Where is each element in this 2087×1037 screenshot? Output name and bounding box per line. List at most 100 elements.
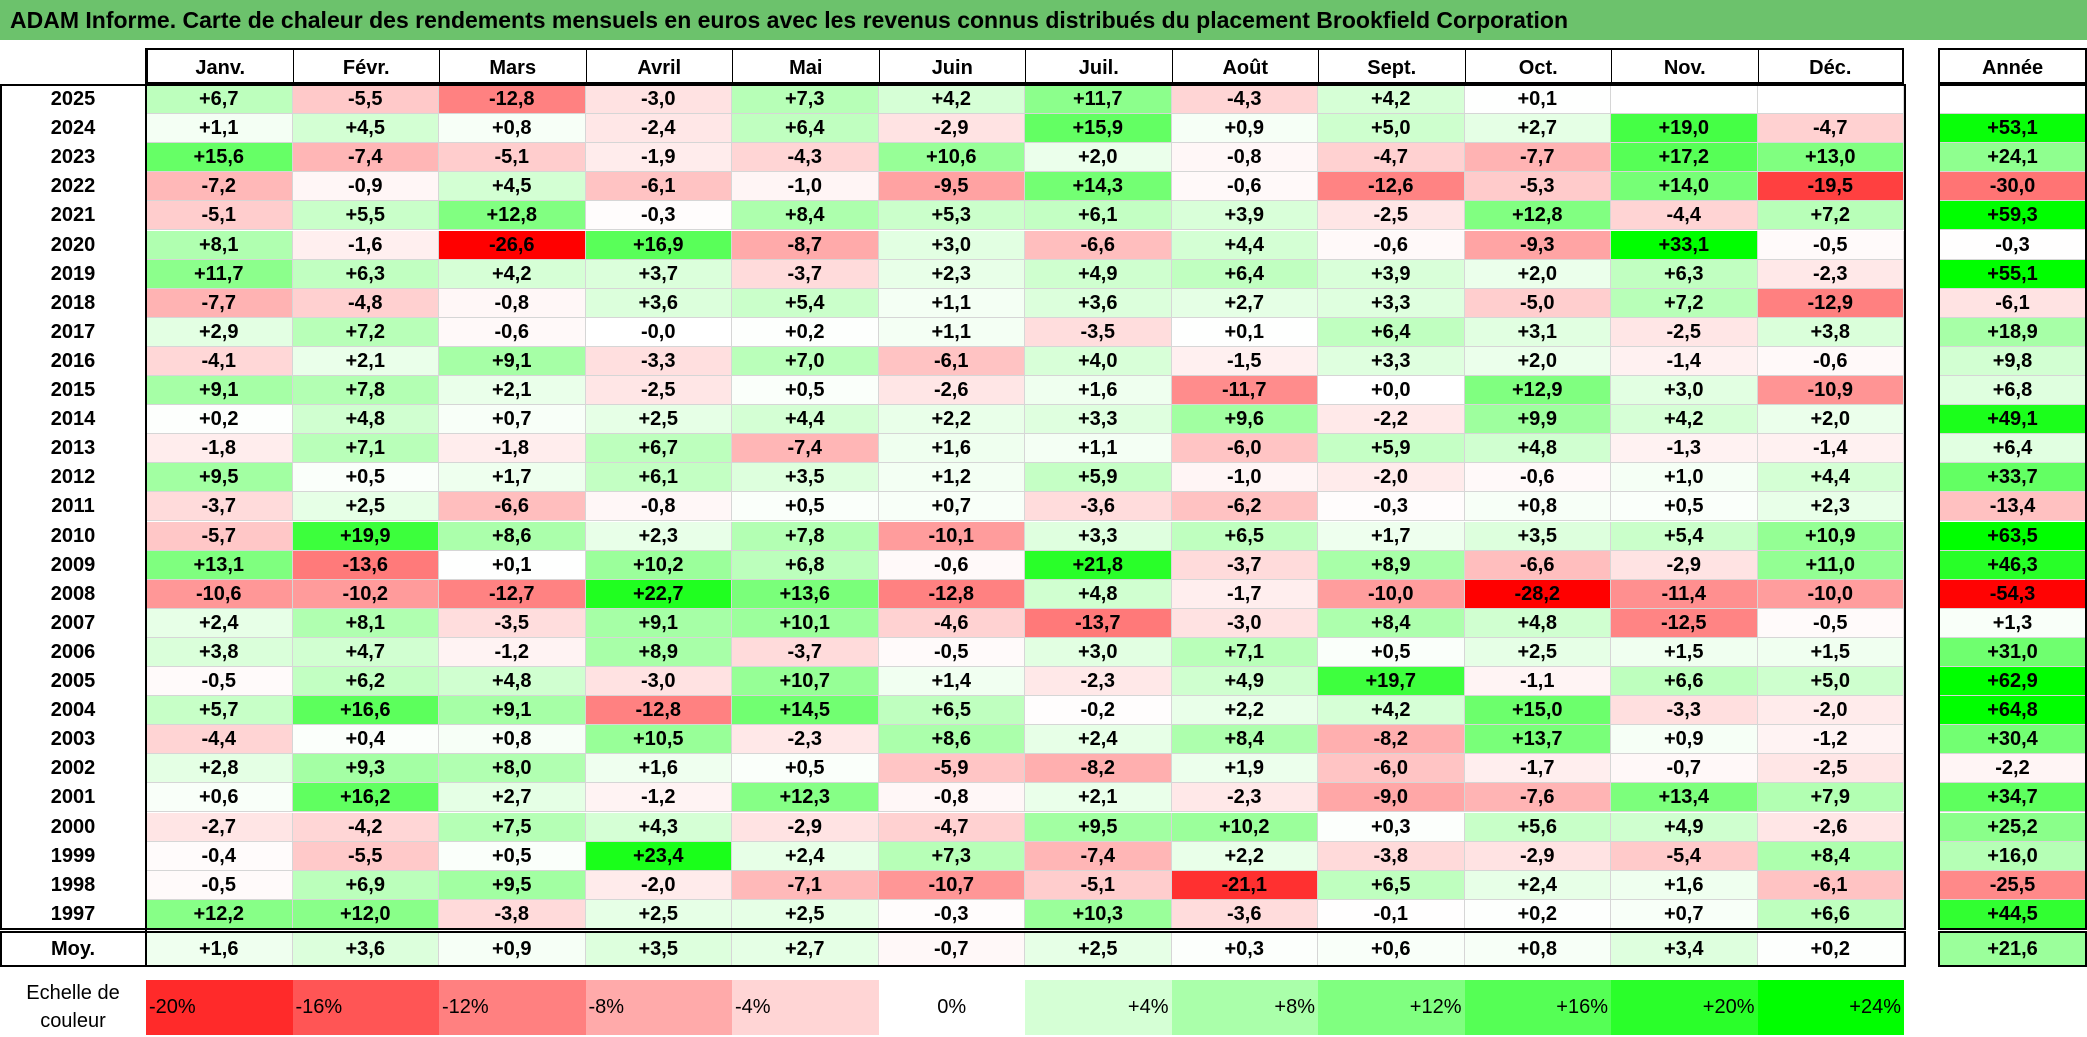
heatmap-cell: +4,4	[732, 405, 879, 435]
heatmap-cell: +16,2	[292, 783, 439, 813]
annual-cell: +53,1	[1938, 114, 2087, 144]
heatmap-cell: -4,1	[146, 346, 293, 376]
heatmap-cell: -10,0	[1318, 579, 1465, 609]
annual-cell: +62,9	[1938, 667, 2087, 697]
heatmap-cell: -12,5	[1611, 608, 1758, 638]
heatmap-cell: -4,3	[1171, 85, 1318, 115]
heatmap-cell: -4,8	[292, 288, 439, 318]
heatmap-cell: +1,6	[878, 434, 1025, 464]
row-year-label: 2015	[50, 379, 96, 401]
heatmap-cell: +1,1	[146, 114, 293, 144]
heatmap-cell: -3,7	[732, 637, 879, 667]
heatmap-cell: -3,6	[1025, 492, 1172, 522]
annual-cell: +24,1	[1938, 143, 2087, 173]
heatmap-cell: +3,5	[1464, 521, 1611, 551]
heatmap-cell: +6,8	[732, 550, 879, 580]
row-year-label: 2004	[50, 699, 96, 722]
heatmap-cell: -6,2	[1171, 492, 1318, 522]
heatmap-cell: -1,0	[732, 172, 879, 202]
heatmap-cell: +23,4	[585, 841, 732, 871]
heatmap-cell: -13,6	[292, 550, 439, 580]
heatmap-cell: -7,4	[732, 434, 879, 464]
heatmap-cell: -1,1	[1464, 667, 1611, 697]
row-year-label: 2025	[50, 88, 96, 110]
heatmap-cell: +0,7	[878, 492, 1025, 522]
heatmap-cell: -10,1	[878, 521, 1025, 551]
heatmap-cell: -2,5	[1757, 754, 1904, 784]
heatmap-cell: +2,5	[585, 899, 732, 929]
heatmap-cell: +8,4	[1318, 608, 1465, 638]
annual-cell: +31,0	[1938, 637, 2087, 667]
average-cell: +0,9	[439, 931, 586, 966]
heatmap-cell: -4,2	[292, 812, 439, 842]
heatmap-cell: -0,5	[146, 870, 293, 900]
annual-cell: +63,5	[1938, 521, 2087, 551]
heatmap-cell: -5,3	[1464, 172, 1611, 202]
average-cell: +0,8	[1464, 931, 1611, 966]
heatmap-cell: +6,5	[1318, 870, 1465, 900]
row-year-label: 2021	[50, 204, 96, 227]
heatmap-cell: -8,7	[732, 230, 879, 260]
heatmap-cell: +2,7	[1171, 288, 1318, 318]
column-header: Juin	[878, 48, 1025, 84]
heatmap-cell: -0,4	[146, 841, 293, 871]
heatmap-cell: -10,9	[1757, 376, 1904, 406]
heatmap-cell: +12,2	[146, 899, 293, 929]
scale-swatch: -20%	[146, 980, 293, 1035]
average-cell: +0,3	[1171, 931, 1318, 966]
heatmap-cell: -1,0	[1171, 463, 1318, 493]
heatmap-cell: -7,6	[1464, 783, 1611, 813]
heatmap-cell: -2,4	[585, 114, 732, 144]
average-cell: +2,5	[1025, 931, 1172, 966]
heatmap-cell: -8,2	[1318, 725, 1465, 755]
heatmap-cell: -0,6	[1757, 346, 1904, 376]
heatmap-cell: -0,8	[585, 492, 732, 522]
heatmap-cell: -1,4	[1611, 346, 1758, 376]
heatmap-cell: +7,2	[1757, 201, 1904, 231]
heatmap-cell: +6,5	[878, 696, 1025, 726]
heatmap-cell: -7,1	[732, 870, 879, 900]
heatmap-cell: -5,5	[292, 841, 439, 871]
heatmap-cell: +7,9	[1757, 783, 1904, 813]
heatmap-cell: +6,2	[292, 667, 439, 697]
heatmap-cell: +3,0	[1611, 376, 1758, 406]
average-cell: +1,6	[146, 931, 293, 966]
column-header: Déc.	[1757, 48, 1904, 84]
heatmap-cell: -19,5	[1757, 172, 1904, 202]
scale-swatch: -4%	[732, 980, 879, 1035]
annual-cell: -0,3	[1938, 230, 2087, 260]
heatmap-cell: +10,9	[1757, 521, 1904, 551]
row-year-label: 2003	[50, 728, 96, 751]
heatmap-cell: +4,0	[1025, 346, 1172, 376]
heatmap-cell: -7,4	[1025, 841, 1172, 871]
heatmap-cell: +4,8	[1464, 608, 1611, 638]
row-year-label: 2006	[50, 640, 96, 663]
heatmap-cell: +8,1	[146, 230, 293, 260]
row-year-label: 2005	[50, 670, 96, 692]
heatmap-cell: -0,5	[878, 637, 1025, 667]
heatmap-cell: +2,0	[1464, 346, 1611, 376]
heatmap-cell: +8,6	[439, 521, 586, 551]
heatmap-cell: +6,4	[732, 114, 879, 144]
heatmap-cell: -12,6	[1318, 172, 1465, 202]
heatmap-cell: -2,6	[1757, 812, 1904, 842]
heatmap-cell: +7,1	[1171, 637, 1318, 667]
heatmap-cell: -5,7	[146, 521, 293, 551]
heatmap-cell: +4,4	[1171, 230, 1318, 260]
heatmap-cell: +6,3	[292, 259, 439, 289]
heatmap-cell: -0,8	[1171, 143, 1318, 173]
heatmap-cell: -2,5	[1611, 317, 1758, 347]
heatmap-cell: +16,9	[585, 230, 732, 260]
heatmap-cell: -13,7	[1025, 608, 1172, 638]
heatmap-cell: +3,6	[585, 288, 732, 318]
heatmap-cell: -12,7	[439, 579, 586, 609]
heatmap-cell: +19,0	[1611, 114, 1758, 144]
heatmap-cell: +11,7	[146, 259, 293, 289]
heatmap-cell: -1,2	[1757, 725, 1904, 755]
heatmap-cell: +0,5	[732, 754, 879, 784]
heatmap-cell: +0,2	[732, 317, 879, 347]
heatmap-cell: +3,3	[1025, 521, 1172, 551]
heatmap-cell: -0,3	[585, 201, 732, 231]
heatmap-cell: -2,7	[146, 812, 293, 842]
heatmap-cell: -2,9	[1464, 841, 1611, 871]
